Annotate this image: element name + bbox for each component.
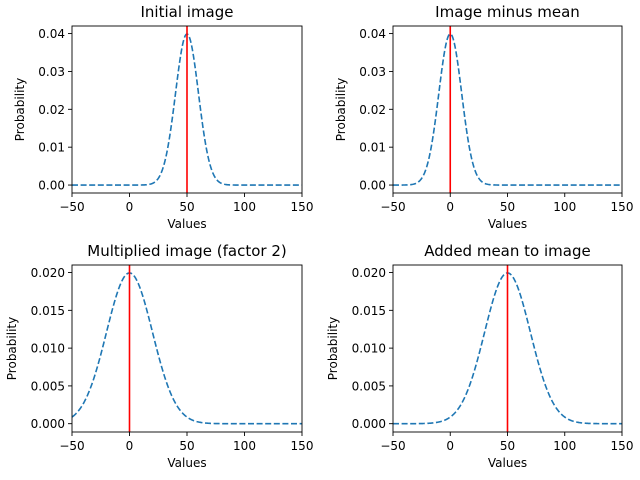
x-axis-label: Values <box>167 217 206 231</box>
axes-frame <box>71 264 303 433</box>
y-tick-label: 0.005 <box>352 379 386 393</box>
x-tick-label: −50 <box>380 439 405 453</box>
x-tick-label: −50 <box>59 200 84 214</box>
x-tick-label: 0 <box>446 439 454 453</box>
x-axis-label: Values <box>167 456 206 470</box>
y-tick-label: 0.020 <box>31 266 65 280</box>
y-axis-label: Probability <box>5 317 19 380</box>
y-axis-label: Probability <box>326 317 340 380</box>
y-tick-label: 0.010 <box>352 342 386 356</box>
x-tick-label: 150 <box>291 439 314 453</box>
y-tick-label: 0.020 <box>352 266 386 280</box>
x-tick-label: 50 <box>179 200 194 214</box>
y-tick-label: 0.00 <box>38 179 65 193</box>
chart-title: Added mean to image <box>424 242 590 260</box>
y-tick-label: 0.01 <box>38 141 65 155</box>
y-tick-label: 0.015 <box>352 304 386 318</box>
y-tick-label: 0.03 <box>359 65 386 79</box>
subplot-2: −50 0 50 100 150 0.00 0.01 0.02 0.03 0.04 Image mi… <box>334 3 633 231</box>
y-tick-label: 0.01 <box>359 141 386 155</box>
x-tick-label: 100 <box>233 439 256 453</box>
y-axis-label: Probability <box>13 78 27 141</box>
y-tick-label: 0.000 <box>31 417 65 431</box>
series-line <box>393 33 622 186</box>
y-tick-label: 0.03 <box>38 65 65 79</box>
y-tick-label: 0.005 <box>31 379 65 393</box>
y-tick-label: 0.02 <box>359 103 386 117</box>
x-tick-label: 50 <box>179 439 194 453</box>
x-tick-label: 150 <box>291 200 314 214</box>
x-tick-label: 50 <box>500 439 515 453</box>
chart-title: Initial image <box>141 3 234 21</box>
subplot-3: −50 0 50 100 150 0.000 0.005 0.010 0.015 0.020 Mul… <box>5 242 313 470</box>
y-tick-label: 0.02 <box>38 103 65 117</box>
x-axis-label: Values <box>488 217 527 231</box>
axes-frame <box>392 25 623 194</box>
y-tick-label: 0.04 <box>38 27 65 41</box>
y-tick-label: 0.010 <box>31 342 65 356</box>
y-tick-label: 0.04 <box>359 27 386 41</box>
y-tick-label: 0.00 <box>359 179 386 193</box>
x-tick-label: −50 <box>59 439 84 453</box>
x-tick-label: −50 <box>380 200 405 214</box>
chart-title: Image minus mean <box>435 3 580 21</box>
x-tick-label: 100 <box>553 200 576 214</box>
x-tick-label: 150 <box>611 439 634 453</box>
y-axis-label: Probability <box>334 78 348 141</box>
y-tick-label: 0.015 <box>31 304 65 318</box>
x-tick-label: 150 <box>611 200 634 214</box>
subplot-4: −50 0 50 100 150 0.000 0.005 0.010 0.015 0.020 Add… <box>326 242 633 470</box>
subplot-1: −50 0 50 100 150 0.00 0.01 0.02 0.03 0.04 Initial … <box>13 3 313 231</box>
x-tick-label: 50 <box>500 200 515 214</box>
x-tick-label: 100 <box>233 200 256 214</box>
x-tick-label: 100 <box>553 439 576 453</box>
y-tick-label: 0.000 <box>352 417 386 431</box>
x-tick-label: 0 <box>126 200 134 214</box>
x-tick-label: 0 <box>126 439 134 453</box>
chart-title: Multiplied image (factor 2) <box>87 242 287 260</box>
x-axis-label: Values <box>488 456 527 470</box>
series-line <box>71 272 302 425</box>
x-tick-label: 0 <box>446 200 454 214</box>
